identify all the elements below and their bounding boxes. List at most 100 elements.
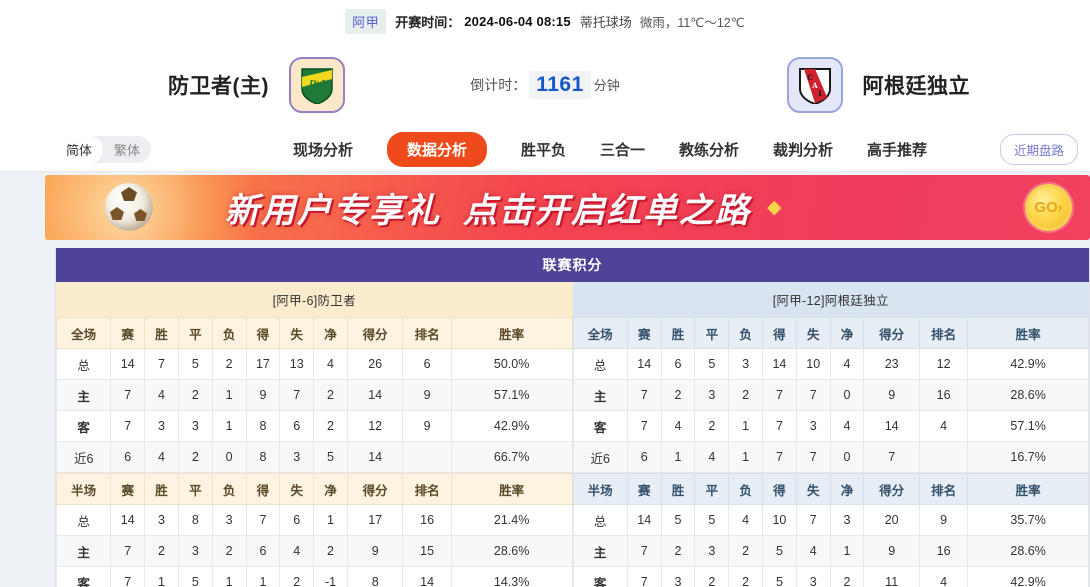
- cell-played: 6: [110, 441, 146, 473]
- tab-live-analysis[interactable]: 现场分析: [292, 141, 353, 159]
- cell-points: 26: [346, 348, 404, 380]
- cell-for: 5: [762, 535, 797, 567]
- cell-for: 6: [245, 535, 281, 567]
- cell-rank: 16: [918, 535, 969, 567]
- cell-for: 9: [245, 379, 281, 411]
- go-button[interactable]: GO›: [1025, 184, 1072, 231]
- league-badge[interactable]: 阿甲: [345, 8, 387, 34]
- away-standings-side: [阿甲-12]阿根廷独立 全场 赛 胜 平 负 得 失 净 得分 排名 胜率 总: [572, 282, 1089, 587]
- th-played: 赛: [626, 473, 662, 505]
- cell-draw: 5: [694, 348, 730, 380]
- cell-win: 1: [660, 441, 696, 473]
- th-win: 胜: [660, 473, 696, 505]
- cell-against: 7: [795, 504, 831, 536]
- cell-played: 14: [110, 348, 146, 380]
- cell-draw: 8: [177, 504, 213, 536]
- cell-loss: 1: [728, 410, 764, 442]
- cell-draw: 5: [177, 348, 213, 380]
- cell-for: 8: [245, 410, 281, 442]
- th-points: 得分: [346, 317, 404, 349]
- cell-win: 6: [660, 348, 696, 380]
- cell-for: 1: [245, 566, 281, 587]
- cell-points: 11: [863, 566, 920, 587]
- cell-winrate: 66.7%: [450, 441, 573, 473]
- th-draw: 平: [694, 473, 730, 505]
- cell-win: 1: [144, 566, 179, 587]
- cell-scope: 总: [572, 348, 628, 380]
- cell-against: 6: [279, 410, 315, 442]
- cell-loss: 1: [728, 441, 764, 473]
- cell-win: 2: [660, 379, 696, 411]
- tab-coach-analysis[interactable]: 教练分析: [679, 141, 740, 159]
- cell-draw: 3: [694, 379, 730, 411]
- cell-diff: 1: [313, 504, 348, 536]
- cell-loss: 2: [728, 535, 764, 567]
- cell-points: 8: [346, 566, 404, 587]
- promo-banner-text: 新用户专享礼 点击开启红单之路: [225, 183, 751, 232]
- th-scope: 全场: [55, 317, 112, 349]
- table-row: 主 7 4 2 1 9 7 2 14 9 57.1%: [55, 379, 573, 411]
- th-scope: 全场: [572, 317, 628, 349]
- venue-name: 蒂托球场: [579, 14, 632, 30]
- nav-bar: 简体 繁体 现场分析 数据分析 胜平负 三合一 教练分析 裁判分析 高手推荐 近…: [0, 127, 1090, 172]
- cell-diff: -1: [313, 566, 348, 587]
- cell-rank: 9: [402, 410, 452, 442]
- away-standings-header: [阿甲-12]阿根廷独立: [572, 282, 1089, 317]
- cell-rank: 9: [402, 379, 452, 411]
- cell-for: 7: [245, 504, 281, 536]
- cell-rank: 15: [402, 535, 452, 567]
- home-halftime-table: 半场 赛 胜 平 负 得 失 净 得分 排名 胜率 总 14 3 8: [55, 473, 573, 587]
- cell-for: 8: [245, 441, 281, 473]
- promo-banner[interactable]: 新用户专享礼 点击开启红单之路 ◆ GO›: [45, 175, 1090, 240]
- table-row: 近6 6 1 4 1 7 7 0 7 16.7%: [572, 441, 1089, 473]
- recent-odds-button[interactable]: 近期盘路: [999, 133, 1078, 165]
- cell-diff: 2: [829, 566, 865, 587]
- cell-winrate: 14.3%: [450, 566, 573, 587]
- cell-played: 7: [110, 379, 146, 411]
- cell-diff: 4: [829, 410, 865, 442]
- th-rank: 排名: [402, 317, 452, 349]
- cell-loss: 4: [728, 504, 764, 536]
- cell-scope: 客: [572, 566, 628, 587]
- card-title: 联赛积分: [56, 248, 1089, 282]
- home-standings-header: [阿甲-6]防卫者: [56, 282, 573, 317]
- tab-data-analysis[interactable]: 数据分析: [386, 131, 487, 167]
- tab-expert-picks[interactable]: 高手推荐: [867, 141, 928, 159]
- lang-traditional[interactable]: 繁体: [114, 142, 141, 158]
- th-win: 胜: [144, 473, 179, 505]
- kickoff-label: 开赛时间：: [395, 14, 461, 30]
- th-draw: 平: [177, 473, 213, 505]
- cell-scope: 客: [572, 410, 628, 442]
- cell-rank: 4: [918, 410, 969, 442]
- th-against: 失: [795, 317, 831, 349]
- lang-simplified[interactable]: 简体: [55, 135, 104, 163]
- tab-win-draw-loss[interactable]: 胜平负: [520, 141, 566, 159]
- cell-winrate: 42.9%: [967, 566, 1089, 587]
- language-toggle[interactable]: 简体 繁体: [55, 135, 152, 163]
- th-win: 胜: [144, 317, 179, 349]
- cell-scope: 近6: [55, 441, 112, 473]
- cell-winrate: 28.6%: [450, 535, 573, 567]
- cell-draw: 2: [694, 566, 730, 587]
- promo-banner-wrap: 新用户专享礼 点击开启红单之路 ◆ GO›: [0, 172, 1090, 240]
- th-for: 得: [245, 473, 281, 505]
- home-team-block[interactable]: 防卫者(主) DyJ: [0, 42, 345, 127]
- cell-win: 2: [144, 535, 179, 567]
- tab-referee-analysis[interactable]: 裁判分析: [773, 141, 834, 159]
- tab-three-in-one[interactable]: 三合一: [599, 141, 645, 159]
- th-played: 赛: [626, 317, 662, 349]
- th-points: 得分: [346, 473, 404, 505]
- cell-points: 9: [346, 535, 404, 567]
- cell-scope: 主: [572, 535, 628, 567]
- cell-for: 5: [762, 566, 797, 587]
- cell-played: 14: [626, 348, 662, 380]
- th-against: 失: [795, 473, 831, 505]
- th-against: 失: [279, 473, 315, 505]
- cell-win: 3: [144, 410, 179, 442]
- cell-points: 14: [863, 410, 920, 442]
- cell-played: 7: [626, 379, 662, 411]
- countdown-label: 倒计时：: [470, 76, 527, 93]
- away-team-block[interactable]: C A I 阿根廷独立: [786, 42, 1090, 127]
- cell-winrate: 42.9%: [450, 410, 573, 442]
- defensa-y-justicia-crest-icon: DyJ: [289, 56, 345, 113]
